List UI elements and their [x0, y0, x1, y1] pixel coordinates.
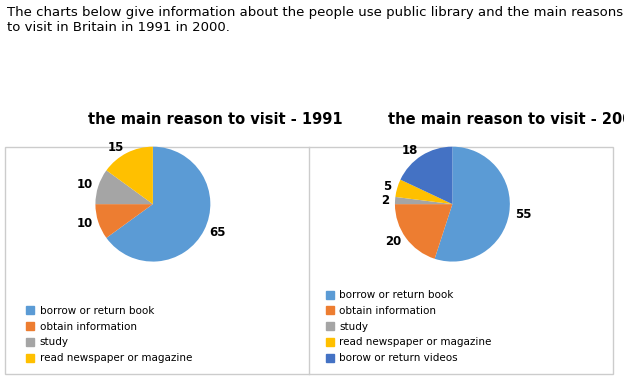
Legend: borrow or return book, obtain information, study, read newspaper or magazine, bo: borrow or return book, obtain informatio… [323, 288, 494, 365]
Text: 10: 10 [77, 217, 93, 230]
Wedge shape [395, 197, 452, 204]
Text: 18: 18 [402, 144, 419, 157]
Text: 55: 55 [515, 208, 531, 220]
Wedge shape [401, 147, 452, 204]
Wedge shape [435, 147, 510, 262]
Wedge shape [107, 147, 153, 204]
Text: 65: 65 [209, 226, 226, 239]
Wedge shape [95, 170, 153, 204]
Text: 5: 5 [384, 180, 392, 193]
Wedge shape [396, 180, 452, 204]
Text: 20: 20 [385, 235, 401, 248]
Text: 15: 15 [108, 141, 124, 154]
Wedge shape [107, 147, 210, 262]
Wedge shape [395, 204, 452, 259]
Text: 10: 10 [77, 178, 93, 191]
Text: 2: 2 [381, 194, 389, 207]
Text: the main reason to visit - 1991: the main reason to visit - 1991 [88, 112, 343, 127]
Text: the main reason to visit - 2000: the main reason to visit - 2000 [388, 112, 624, 127]
Wedge shape [95, 204, 153, 238]
Legend: borrow or return book, obtain information, study, read newspaper or magazine: borrow or return book, obtain informatio… [24, 304, 194, 365]
Text: The charts below give information about the people use public library and the ma: The charts below give information about … [7, 6, 623, 34]
